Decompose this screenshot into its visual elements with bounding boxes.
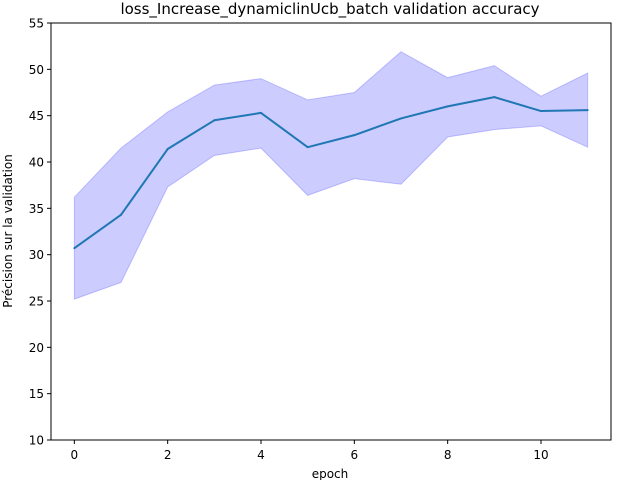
y-tick-label: 25 [29, 295, 44, 309]
data-point-4 [260, 111, 262, 114]
data-points [73, 96, 589, 250]
chart-title: loss_Increase_dynamiclinUcb_batch valida… [120, 0, 539, 19]
series-line [73, 96, 588, 249]
y-tick-label: 50 [29, 63, 44, 77]
x-tick-label: 10 [533, 448, 548, 462]
y-tick-label: 15 [29, 387, 44, 401]
y-tick-label: 30 [29, 248, 44, 262]
x-axis: 0 2 4 6 8 10 [71, 440, 549, 462]
x-tick-label: 8 [444, 448, 452, 462]
x-tick-label: 6 [351, 448, 359, 462]
data-point-0 [73, 247, 76, 250]
data-point-10 [540, 110, 542, 113]
y-tick-label: 20 [29, 341, 44, 355]
data-point-6 [353, 134, 356, 137]
y-tick-label: 40 [29, 156, 44, 170]
axes-frame [50, 22, 612, 441]
data-point-7 [400, 117, 402, 120]
y-tick-label: 55 [29, 17, 44, 31]
data-point-2 [166, 148, 169, 151]
x-tick-label: 0 [71, 448, 79, 462]
y-axis-label: Précision sur la validation [1, 154, 15, 308]
y-tick-label: 35 [29, 202, 44, 216]
x-tick-label: 2 [164, 448, 172, 462]
x-axis-label: epoch [312, 467, 349, 480]
data-point-11 [586, 109, 589, 112]
confidence-band [73, 51, 589, 300]
data-point-8 [446, 105, 449, 108]
data-point-9 [493, 96, 496, 99]
data-point-1 [120, 213, 122, 216]
y-axis: 10 15 20 25 30 35 40 45 50 55 [29, 17, 51, 448]
data-point-3 [213, 119, 216, 122]
x-tick-label: 4 [257, 448, 265, 462]
y-tick-label: 10 [29, 434, 44, 448]
data-point-5 [306, 146, 309, 149]
y-tick-label: 45 [29, 109, 44, 123]
plot-area [73, 51, 589, 300]
